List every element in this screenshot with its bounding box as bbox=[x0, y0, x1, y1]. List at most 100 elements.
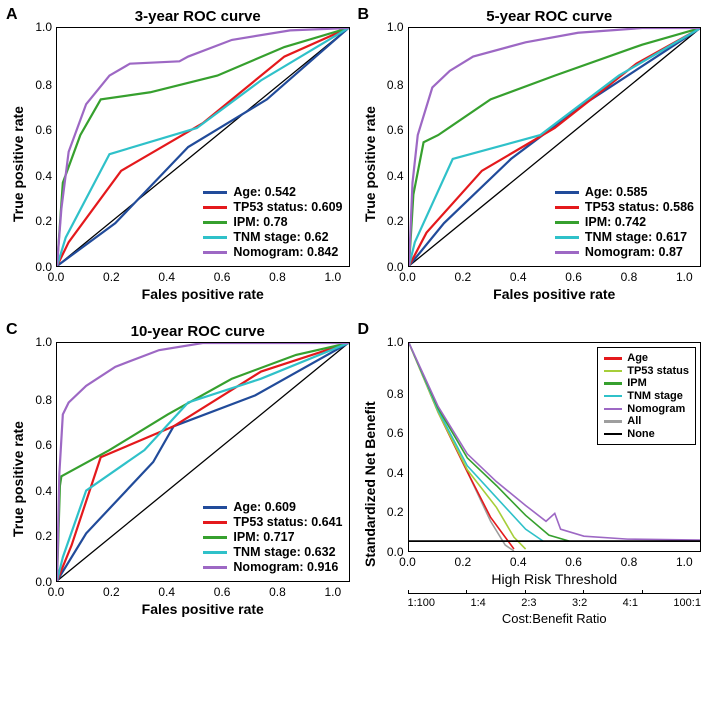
legend-label: Nomogram: 0.916 bbox=[233, 560, 338, 574]
panel-b-title: 5-year ROC curve bbox=[398, 8, 702, 25]
legend-label: Age: 0.542 bbox=[233, 185, 296, 199]
legend-row: TNM stage: 0.617 bbox=[555, 230, 694, 244]
panel-b-legend: Age: 0.585TP53 status: 0.586IPM: 0.742TN… bbox=[555, 184, 694, 260]
dca-curve-tnm bbox=[409, 343, 543, 541]
dca-curve-ipm bbox=[409, 343, 569, 541]
legend-swatch bbox=[604, 382, 622, 385]
legend-swatch bbox=[604, 370, 622, 373]
legend-swatch bbox=[604, 420, 622, 423]
legend-row: TP53 status: 0.609 bbox=[203, 200, 342, 214]
legend-row: Nomogram: 0.842 bbox=[203, 245, 342, 259]
panel-d-plot: AgeTP53 statusIPMTNM stageNomogramAllNon… bbox=[408, 342, 702, 552]
panel-d-yticks: 1.00.80.60.40.20.0 bbox=[380, 342, 408, 552]
panel-d-ylabel: Standardized Net Benefit bbox=[360, 342, 380, 626]
legend-label: Nomogram bbox=[627, 403, 685, 416]
panel-b-ylabel: True positive rate bbox=[360, 27, 380, 302]
legend-row: Age: 0.585 bbox=[555, 185, 694, 199]
panel-a-plot: Age: 0.542TP53 status: 0.609IPM: 0.78TNM… bbox=[56, 27, 350, 267]
legend-label: TNM stage: 0.632 bbox=[233, 545, 335, 559]
legend-row: Nomogram: 0.87 bbox=[555, 245, 694, 259]
legend-label: Age: 0.609 bbox=[233, 500, 296, 514]
panel-d-xlabel: High Risk Threshold bbox=[408, 571, 702, 587]
legend-swatch bbox=[604, 357, 622, 360]
legend-row: Age: 0.542 bbox=[203, 185, 342, 199]
panel-c-xlabel: Fales positive rate bbox=[56, 601, 350, 617]
panel-c-plot: Age: 0.609TP53 status: 0.641IPM: 0.717TN… bbox=[56, 342, 350, 582]
panel-c-legend: Age: 0.609TP53 status: 0.641IPM: 0.717TN… bbox=[203, 499, 342, 575]
legend-label: All bbox=[627, 415, 641, 428]
legend-row: Age bbox=[604, 352, 689, 365]
panel-b-xticks: 0.00.20.40.60.81.0 bbox=[408, 267, 702, 284]
panel-c-yticks: 1.00.80.60.40.20.0 bbox=[28, 342, 56, 582]
legend-swatch bbox=[203, 206, 227, 209]
legend-label: TNM stage: 0.62 bbox=[233, 230, 328, 244]
panel-c-label: C bbox=[6, 321, 18, 339]
legend-label: TP53 status: 0.586 bbox=[585, 200, 694, 214]
legend-label: None bbox=[627, 428, 655, 441]
legend-swatch bbox=[203, 566, 227, 569]
panel-a-legend: Age: 0.542TP53 status: 0.609IPM: 0.78TNM… bbox=[203, 184, 342, 260]
legend-swatch bbox=[203, 251, 227, 254]
legend-row: IPM bbox=[604, 377, 689, 390]
panel-b-xlabel: Fales positive rate bbox=[408, 286, 702, 302]
panel-d-xticks: 0.00.20.40.60.81.0 bbox=[408, 552, 702, 569]
legend-row: IPM: 0.717 bbox=[203, 530, 342, 544]
legend-row: TNM stage bbox=[604, 390, 689, 403]
legend-swatch bbox=[604, 408, 622, 411]
legend-swatch bbox=[604, 433, 622, 436]
legend-swatch bbox=[555, 191, 579, 194]
panel-b-yticks: 1.00.80.60.40.20.0 bbox=[380, 27, 408, 267]
panel-d: D Standardized Net Benefit 1.00.80.60.40… bbox=[360, 323, 702, 626]
legend-row: Nomogram bbox=[604, 403, 689, 416]
legend-row: All bbox=[604, 415, 689, 428]
legend-swatch bbox=[203, 536, 227, 539]
panel-a: A 3-year ROC curve True positive rate 1.… bbox=[8, 8, 350, 311]
panel-d-costticks: 1:1001:42:33:24:1100:1 bbox=[408, 593, 702, 609]
legend-label: TP53 status: 0.641 bbox=[233, 515, 342, 529]
legend-label: IPM: 0.717 bbox=[233, 530, 294, 544]
legend-swatch bbox=[203, 221, 227, 224]
figure-grid: A 3-year ROC curve True positive rate 1.… bbox=[8, 8, 701, 626]
legend-row: TP53 status: 0.586 bbox=[555, 200, 694, 214]
panel-c-title: 10-year ROC curve bbox=[46, 323, 350, 340]
legend-label: IPM: 0.742 bbox=[585, 215, 646, 229]
legend-row: Nomogram: 0.916 bbox=[203, 560, 342, 574]
panel-a-ylabel: True positive rate bbox=[8, 27, 28, 302]
panel-a-xticks: 0.00.20.40.60.81.0 bbox=[56, 267, 350, 284]
legend-swatch bbox=[203, 521, 227, 524]
legend-swatch bbox=[203, 506, 227, 509]
legend-swatch bbox=[555, 206, 579, 209]
panel-c: C 10-year ROC curve True positive rate 1… bbox=[8, 323, 350, 626]
legend-label: TP53 status bbox=[627, 365, 689, 378]
dca-curve-tp53 bbox=[409, 343, 526, 549]
legend-swatch bbox=[203, 191, 227, 194]
panel-b: B 5-year ROC curve True positive rate 1.… bbox=[360, 8, 702, 311]
legend-label: IPM bbox=[627, 377, 647, 390]
legend-row: TNM stage: 0.62 bbox=[203, 230, 342, 244]
panel-d-title bbox=[398, 323, 702, 340]
legend-row: TNM stage: 0.632 bbox=[203, 545, 342, 559]
legend-label: TNM stage: 0.617 bbox=[585, 230, 687, 244]
legend-row: None bbox=[604, 428, 689, 441]
panel-a-yticks: 1.00.80.60.40.20.0 bbox=[28, 27, 56, 267]
panel-d-label: D bbox=[358, 321, 370, 339]
legend-label: TNM stage bbox=[627, 390, 683, 403]
legend-row: IPM: 0.78 bbox=[203, 215, 342, 229]
panel-a-label: A bbox=[6, 6, 18, 24]
legend-row: Age: 0.609 bbox=[203, 500, 342, 514]
legend-label: Nomogram: 0.842 bbox=[233, 245, 338, 259]
legend-swatch bbox=[604, 395, 622, 398]
legend-swatch bbox=[555, 251, 579, 254]
panel-b-label: B bbox=[358, 6, 370, 24]
legend-label: Nomogram: 0.87 bbox=[585, 245, 683, 259]
legend-swatch bbox=[555, 236, 579, 239]
legend-swatch bbox=[203, 551, 227, 554]
panel-c-xticks: 0.00.20.40.60.81.0 bbox=[56, 582, 350, 599]
panel-a-title: 3-year ROC curve bbox=[46, 8, 350, 25]
legend-label: Age bbox=[627, 352, 648, 365]
panel-a-xlabel: Fales positive rate bbox=[56, 286, 350, 302]
panel-b-plot: Age: 0.585TP53 status: 0.586IPM: 0.742TN… bbox=[408, 27, 702, 267]
legend-swatch bbox=[555, 221, 579, 224]
legend-row: IPM: 0.742 bbox=[555, 215, 694, 229]
legend-label: TP53 status: 0.609 bbox=[233, 200, 342, 214]
